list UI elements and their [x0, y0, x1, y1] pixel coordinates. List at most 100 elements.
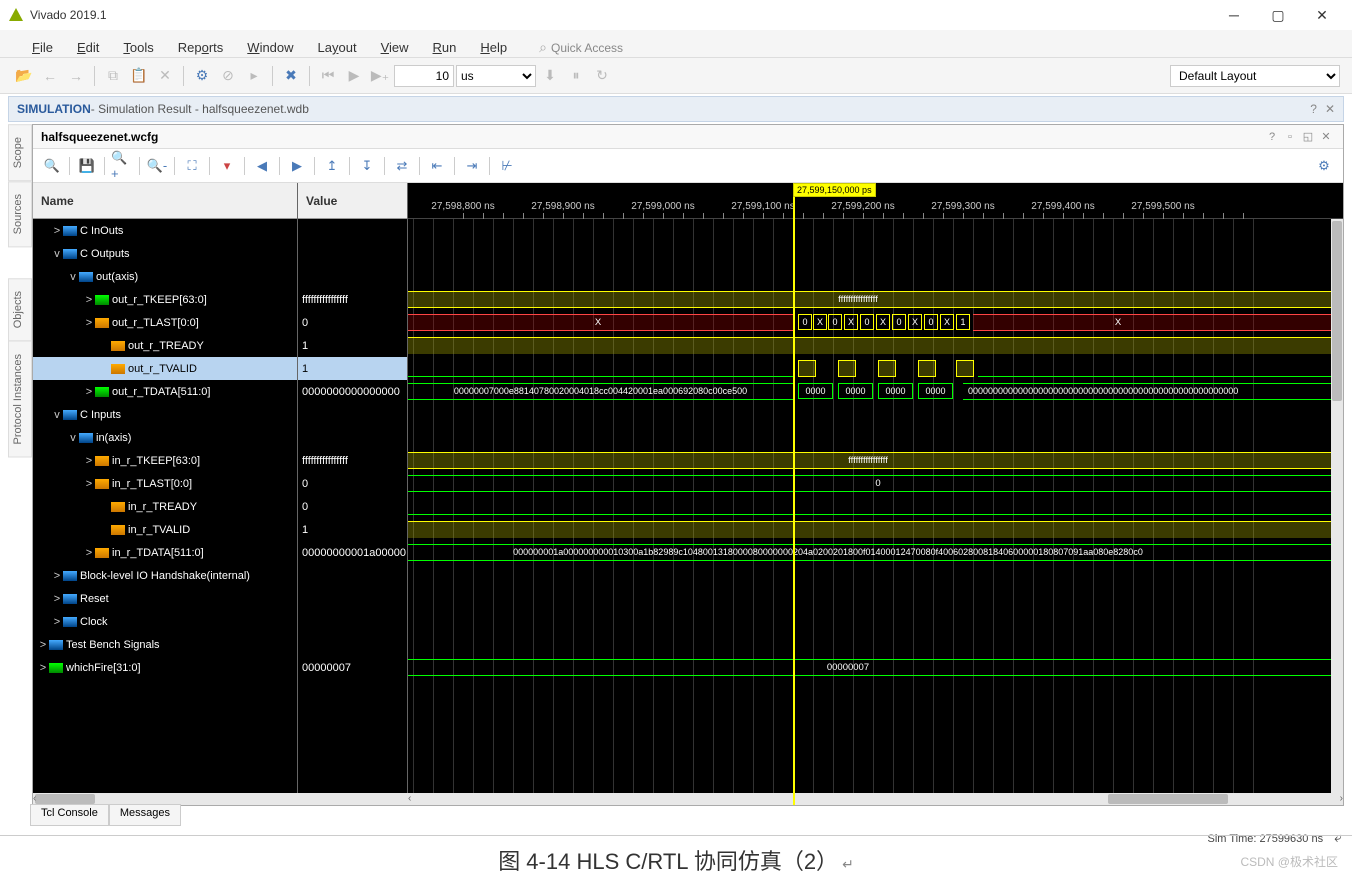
- run-icon[interactable]: ▶: [342, 64, 366, 88]
- watermark: CSDN @极术社区: [1240, 853, 1338, 870]
- menu-window[interactable]: Window: [235, 40, 305, 55]
- close-icon[interactable]: ✕: [1325, 102, 1335, 116]
- wave-toolbar: 🔍 💾 🔍+ 🔍- ⛶ ▾ ◀ ▶ ↥ ↧ ⇄ ⇤ ⇥: [33, 149, 1343, 183]
- zoom-out-icon[interactable]: 🔍-: [146, 155, 168, 177]
- gear-icon[interactable]: ⚙: [190, 64, 214, 88]
- restart-icon[interactable]: ✖: [279, 64, 303, 88]
- max-icon[interactable]: ◱: [1299, 130, 1317, 143]
- signal-row[interactable]: >out_r_TLAST[0:0]: [33, 311, 297, 334]
- pause-icon[interactable]: ⏸: [564, 64, 588, 88]
- cursor-icon[interactable]: ▾: [216, 155, 238, 177]
- next-edge-icon[interactable]: ▶: [286, 155, 308, 177]
- wave-vscroll[interactable]: [1331, 219, 1343, 793]
- signal-value: [298, 587, 407, 610]
- signal-value: 1: [298, 334, 407, 357]
- maximize-button[interactable]: ▢: [1256, 1, 1300, 29]
- reload-icon[interactable]: ↻: [590, 64, 614, 88]
- synth-icon[interactable]: ▸: [242, 64, 266, 88]
- next-tr-icon[interactable]: ⊬: [496, 155, 518, 177]
- signal-row[interactable]: >in_r_TLAST[0:0]: [33, 472, 297, 495]
- tab-objects[interactable]: Objects: [8, 278, 32, 341]
- signal-value: 00000007: [298, 656, 407, 679]
- signal-row[interactable]: >out_r_TDATA[511:0]: [33, 380, 297, 403]
- zoom-fit-icon[interactable]: ⛶: [181, 155, 203, 177]
- separator: [272, 66, 273, 86]
- menu-help[interactable]: Help: [468, 40, 519, 55]
- help-icon[interactable]: ?: [1310, 102, 1317, 116]
- step-back-icon[interactable]: ⏮: [316, 64, 340, 88]
- tab-messages[interactable]: Messages: [109, 804, 181, 826]
- vivado-logo-icon: [8, 7, 24, 23]
- layout-select[interactable]: Default Layout: [1170, 65, 1340, 87]
- goto-start-icon[interactable]: ⇤: [426, 155, 448, 177]
- swap-icon[interactable]: ⇄: [391, 155, 413, 177]
- signal-row[interactable]: >Reset: [33, 587, 297, 610]
- minimize-button[interactable]: ─: [1212, 1, 1256, 29]
- waveform-column[interactable]: 27,599,150,000 ps 27,598,800 ns27,598,90…: [408, 183, 1343, 805]
- sim-label: SIMULATION: [17, 102, 91, 116]
- close-button[interactable]: ✕: [1300, 1, 1344, 29]
- paste-icon[interactable]: 📋: [127, 64, 151, 88]
- menu-layout[interactable]: Layout: [306, 40, 369, 55]
- signal-row[interactable]: vC Outputs: [33, 242, 297, 265]
- signal-row[interactable]: vin(axis): [33, 426, 297, 449]
- menu-tools[interactable]: Tools: [111, 40, 165, 55]
- settings-icon[interactable]: ⚙: [1313, 155, 1335, 177]
- help-icon[interactable]: ?: [1263, 131, 1281, 143]
- copy-icon[interactable]: ⧉: [101, 64, 125, 88]
- goto-end-icon[interactable]: ⇥: [461, 155, 483, 177]
- signal-row[interactable]: in_r_TVALID: [33, 518, 297, 541]
- waveform-window: halfsqueezenet.wcfg ? ▫ ◱ ✕ 🔍 💾 🔍+ 🔍- ⛶ …: [32, 124, 1344, 806]
- signal-value: [298, 564, 407, 587]
- signal-row[interactable]: >Clock: [33, 610, 297, 633]
- bottom-tabs: Tcl Console Messages: [30, 804, 181, 826]
- step-icon[interactable]: ⬇: [538, 64, 562, 88]
- signal-row[interactable]: >Test Bench Signals: [33, 633, 297, 656]
- signal-value: 0000000000000000: [298, 380, 407, 403]
- menu-reports[interactable]: Reports: [166, 40, 236, 55]
- delete-icon[interactable]: ✕: [153, 64, 177, 88]
- cursor-marker[interactable]: 27,599,150,000 ps: [793, 183, 876, 197]
- menu-file[interactable]: File: [20, 40, 65, 55]
- save-icon[interactable]: 💾: [76, 155, 98, 177]
- tab-tcl[interactable]: Tcl Console: [30, 804, 109, 826]
- forward-button[interactable]: →: [64, 64, 88, 88]
- signal-row[interactable]: >C InOuts: [33, 219, 297, 242]
- menu-run[interactable]: Run: [421, 40, 469, 55]
- signal-row[interactable]: >Block-level IO Handshake(internal): [33, 564, 297, 587]
- min-icon[interactable]: ▫: [1281, 131, 1299, 143]
- signal-row[interactable]: >out_r_TKEEP[63:0]: [33, 288, 297, 311]
- signal-row[interactable]: >in_r_TKEEP[63:0]: [33, 449, 297, 472]
- wave-hscroll[interactable]: ‹›: [408, 793, 1343, 805]
- signal-value: 0: [298, 495, 407, 518]
- search-icon[interactable]: 🔍: [41, 155, 63, 177]
- zoom-in-icon[interactable]: 🔍+: [111, 155, 133, 177]
- cursor-line[interactable]: [793, 183, 795, 805]
- signal-row[interactable]: out_r_TREADY: [33, 334, 297, 357]
- prev-edge-icon[interactable]: ◀: [251, 155, 273, 177]
- close-icon[interactable]: ✕: [1317, 130, 1335, 143]
- open-button[interactable]: 📂: [12, 64, 36, 88]
- add-marker-icon[interactable]: ↥: [321, 155, 343, 177]
- signal-row[interactable]: >whichFire[31:0]: [33, 656, 297, 679]
- main-toolbar: 📂 ← → ⧉ 📋 ✕ ⚙ ⊘ ▸ ✖ ⏮ ▶ ▶₊ us ⬇ ⏸ ↻ Defa…: [0, 58, 1352, 94]
- time-unit-select[interactable]: us: [456, 65, 536, 87]
- signal-row[interactable]: vC Inputs: [33, 403, 297, 426]
- run-for-icon[interactable]: ▶₊: [368, 64, 392, 88]
- signal-row[interactable]: vout(axis): [33, 265, 297, 288]
- signal-value: 0: [298, 311, 407, 334]
- app-title: Vivado 2019.1: [30, 8, 1212, 22]
- tab-sources[interactable]: Sources: [8, 181, 32, 247]
- tab-scope[interactable]: Scope: [8, 124, 32, 181]
- time-input[interactable]: [394, 65, 454, 87]
- signal-row[interactable]: >in_r_TDATA[511:0]: [33, 541, 297, 564]
- quick-access[interactable]: ⌕Quick Access: [539, 39, 623, 56]
- tab-protocol[interactable]: Protocol Instances: [8, 341, 32, 458]
- menu-view[interactable]: View: [369, 40, 421, 55]
- menu-edit[interactable]: Edit: [65, 40, 111, 55]
- signal-row[interactable]: out_r_TVALID: [33, 357, 297, 380]
- signal-row[interactable]: in_r_TREADY: [33, 495, 297, 518]
- remove-marker-icon[interactable]: ↧: [356, 155, 378, 177]
- cancel-icon[interactable]: ⊘: [216, 64, 240, 88]
- back-button[interactable]: ←: [38, 64, 62, 88]
